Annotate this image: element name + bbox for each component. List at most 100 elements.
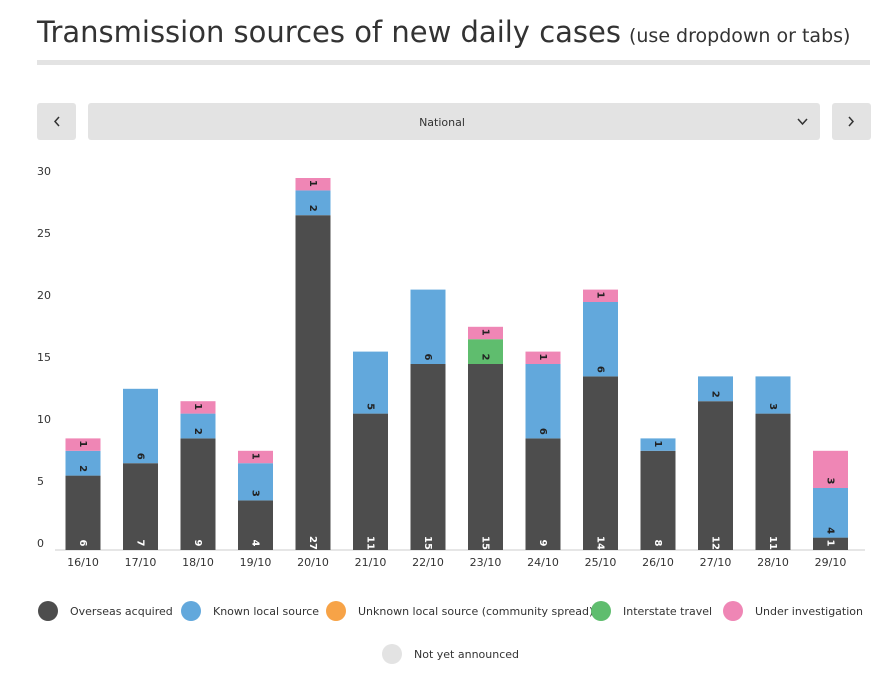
data-label: 6 — [77, 540, 88, 547]
y-tick-label: 30 — [37, 165, 51, 178]
data-label: 6 — [595, 366, 606, 373]
y-tick-label: 20 — [37, 289, 51, 302]
legend-swatch — [382, 644, 402, 664]
bar-segment — [640, 450, 676, 550]
bar-segment — [698, 376, 733, 402]
dropdown-value: National — [419, 116, 465, 129]
bar-segment — [238, 463, 273, 501]
x-tick-label: 23/10 — [470, 556, 502, 569]
chevron-left — [53, 116, 60, 127]
bar-segment — [353, 351, 388, 414]
bar-segment — [468, 326, 503, 340]
bar-segment — [180, 438, 216, 550]
data-label: 1 — [77, 440, 88, 447]
data-label: 15 — [480, 536, 491, 550]
bar-segment — [180, 413, 216, 439]
legend-item[interactable]: Under investigation — [723, 601, 863, 621]
bar-segment — [525, 438, 561, 550]
legend-item[interactable]: Unknown local source (community spread) — [326, 601, 593, 621]
title: Transmission sources of new daily cases — [36, 15, 621, 49]
data-label: 1 — [537, 354, 548, 361]
data-label: 11 — [365, 536, 376, 550]
bar-segment — [583, 289, 618, 302]
bar-segment — [65, 438, 101, 451]
region-dropdown[interactable]: National — [88, 103, 820, 140]
x-tick-label: 22/10 — [412, 556, 444, 569]
bar-segment — [123, 388, 158, 464]
data-label: 6 — [537, 428, 548, 435]
data-label: 6 — [422, 354, 433, 361]
bar-segment — [295, 215, 331, 550]
chart-title: Transmission sources of new daily cases (… — [36, 15, 850, 49]
legend-label: Unknown local source (community spread) — [358, 605, 593, 618]
x-tick-label: 24/10 — [527, 556, 559, 569]
data-label: 2 — [710, 391, 721, 398]
data-label: 2 — [480, 354, 491, 361]
bar-segment — [468, 364, 503, 550]
x-tick-label: 28/10 — [757, 556, 789, 569]
legend-item[interactable]: Overseas acquired — [38, 601, 173, 621]
data-label: 14 — [595, 536, 606, 550]
bar-segment — [813, 450, 848, 488]
legend-label: Not yet announced — [414, 648, 519, 661]
chevron-right — [848, 116, 855, 127]
bar-segment — [525, 351, 561, 364]
x-tick-label: 26/10 — [642, 556, 674, 569]
legend-item[interactable]: Interstate travel — [591, 601, 712, 621]
data-label: 5 — [365, 403, 376, 410]
data-label: 1 — [250, 453, 261, 460]
data-label: 2 — [192, 428, 203, 435]
data-label: 12 — [710, 536, 721, 550]
data-label: 1 — [595, 292, 606, 299]
x-tick-label: 21/10 — [355, 556, 387, 569]
next-button[interactable] — [832, 103, 871, 140]
legend-swatch — [181, 601, 201, 621]
data-label: 9 — [192, 540, 203, 547]
data-label: 3 — [250, 490, 261, 497]
bar-segment — [813, 537, 848, 550]
data-label: 27 — [307, 536, 318, 550]
data-label: 6 — [135, 453, 146, 460]
y-tick-label: 5 — [37, 475, 44, 488]
legend-swatch — [38, 601, 58, 621]
bar-segment — [583, 302, 618, 377]
bar-segment — [640, 438, 676, 451]
bar-segment — [410, 289, 446, 364]
bar-segment — [813, 488, 848, 538]
x-tick-label: 20/10 — [297, 556, 329, 569]
dropdown-arrow — [797, 118, 808, 126]
y-tick-label: 10 — [37, 413, 51, 426]
legend-swatch — [723, 601, 743, 621]
y-tick-label: 15 — [37, 351, 51, 364]
bar-segment — [468, 339, 503, 364]
x-tick-label: 19/10 — [240, 556, 272, 569]
bar-segment — [583, 376, 618, 550]
prev-button[interactable] — [37, 103, 76, 140]
data-label: 1 — [480, 329, 491, 336]
bar-segment — [755, 376, 791, 414]
bar-segment — [65, 450, 101, 476]
dropdown-bg — [88, 103, 820, 140]
legend-label: Interstate travel — [623, 605, 712, 618]
x-tick-label: 29/10 — [815, 556, 847, 569]
x-tick-label: 27/10 — [700, 556, 732, 569]
bar-segment — [295, 190, 331, 216]
button-bg — [37, 103, 76, 140]
bar-segment — [238, 450, 273, 464]
bar-segment — [353, 413, 388, 550]
data-label: 1 — [192, 403, 203, 410]
bar-segment — [65, 475, 101, 550]
divider — [37, 60, 870, 65]
data-label: 15 — [422, 536, 433, 550]
data-label: 8 — [652, 540, 663, 547]
data-label: 3 — [767, 403, 778, 410]
legend-label: Under investigation — [755, 605, 863, 618]
y-tick-label: 0 — [37, 537, 44, 550]
legend-item[interactable]: Known local source — [181, 601, 319, 621]
legend-label: Known local source — [213, 605, 319, 618]
data-label: 1 — [307, 180, 318, 187]
x-tick-label: 17/10 — [125, 556, 157, 569]
legend-item[interactable]: Not yet announced — [382, 644, 519, 664]
